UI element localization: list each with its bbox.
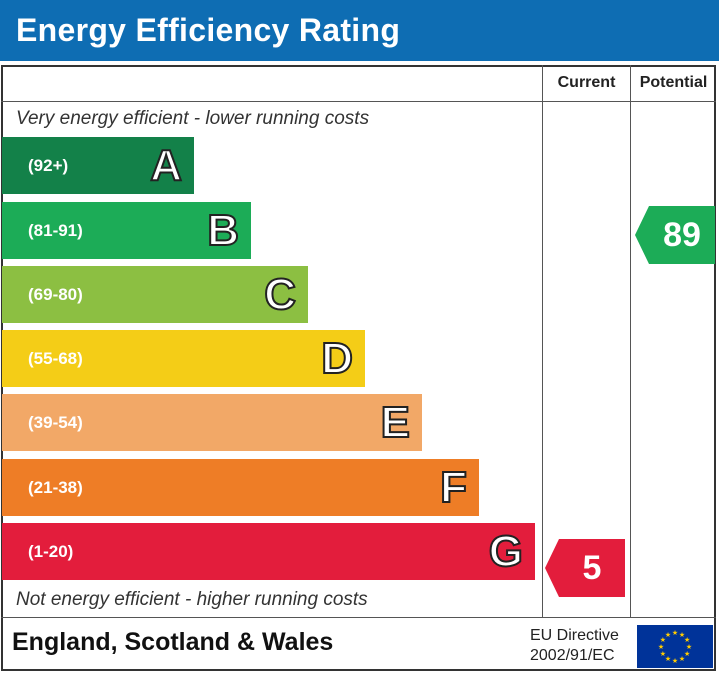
band-range-label: (39-54) <box>28 413 83 432</box>
current-rating-badge: 5 <box>545 538 625 597</box>
band-letter-label: F <box>439 462 468 513</box>
flag-star: ★ <box>660 650 666 658</box>
potential-badge-arrow <box>635 205 715 264</box>
flag-star: ★ <box>665 631 671 639</box>
inefficient-note: Not energy efficient - higher running co… <box>16 589 368 610</box>
band-letter-label: D <box>320 333 354 384</box>
header-bar: Energy Efficiency Rating <box>0 0 719 61</box>
flag-star: ★ <box>665 655 671 663</box>
band-range-label: (21-38) <box>28 478 83 497</box>
flag-star: ★ <box>658 643 664 651</box>
band-letter-label: B <box>206 205 240 256</box>
band-letter-label: A <box>149 140 183 191</box>
eu-directive-label: EU Directive 2002/91/EC <box>530 626 619 666</box>
current-badge-arrow <box>545 538 625 597</box>
flag-star: ★ <box>660 636 666 644</box>
band-range-label: (69-80) <box>28 285 83 304</box>
flag-background <box>637 625 713 668</box>
flag-star: ★ <box>686 643 692 651</box>
directive-line-1: EU Directive <box>530 627 619 644</box>
potential-rating-badge: 89 <box>635 205 715 264</box>
flag-star: ★ <box>679 655 685 663</box>
flag-star: ★ <box>684 650 690 658</box>
header-row-divider <box>1 101 716 102</box>
flag-stars: ★ ★★★★★★★★★★★ <box>658 629 692 665</box>
column-divider-current <box>542 65 543 618</box>
column-divider-potential <box>630 65 631 618</box>
flag-star: ★ <box>679 631 685 639</box>
band-letter-label: E <box>380 397 411 448</box>
potential-rating-value: 89 <box>663 215 701 254</box>
potential-column-header: Potential <box>639 74 708 91</box>
band-range-label: (55-68) <box>28 349 83 368</box>
band-a: (92+) A <box>2 137 194 194</box>
band-d: (55-68) D <box>2 330 365 387</box>
region-label: England, Scotland & Wales <box>12 628 334 656</box>
band-g: (1-20) G <box>2 523 535 580</box>
band-c: (69-80) C <box>2 266 308 323</box>
directive-line-2: 2002/91/EC <box>530 647 615 664</box>
footer-divider <box>1 617 716 618</box>
current-column-header: Current <box>557 74 616 91</box>
flag-star: ★ <box>672 657 678 665</box>
flag-star: ★ <box>672 629 678 637</box>
band-letter-label: C <box>263 269 297 320</box>
band-f: (21-38) F <box>2 459 479 516</box>
current-rating-value: 5 <box>582 548 602 587</box>
band-range-label: (1-20) <box>28 542 74 561</box>
band-b: (81-91) B <box>2 202 251 259</box>
efficient-note: Very energy efficient - lower running co… <box>16 108 370 129</box>
band-range-label: (92+) <box>28 156 69 175</box>
band-letter-label: G <box>488 526 524 577</box>
band-range-label: (81-91) <box>28 221 83 240</box>
page-title: Energy Efficiency Rating <box>16 12 401 48</box>
flag-star: ★ <box>684 636 690 644</box>
band-e: (39-54) E <box>2 394 422 451</box>
eu-flag-icon: ★ ★★★★★★★★★★★ <box>637 625 713 668</box>
